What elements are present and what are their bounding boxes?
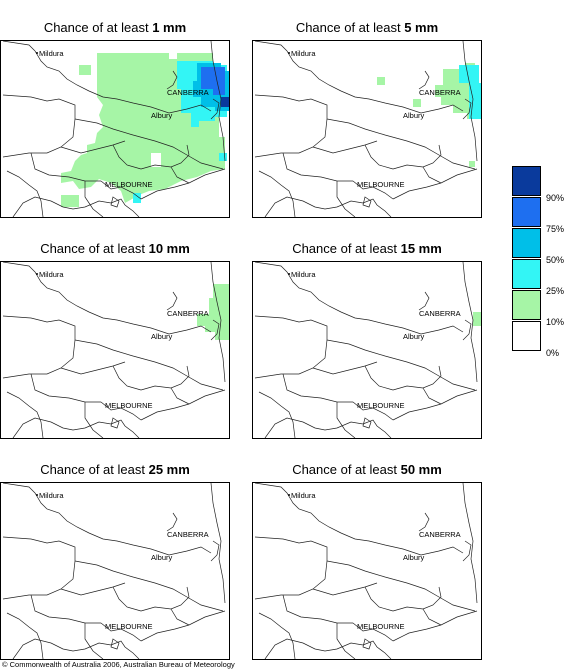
map-boundaries xyxy=(254,262,478,438)
label-melbourne: MELBOURNE xyxy=(357,622,405,631)
map-svg: Mildura CANBERRA Albury MELBOURNE xyxy=(2,41,229,217)
legend-label-90: 90% xyxy=(546,193,565,203)
map-boundaries xyxy=(2,262,226,438)
legend-swatch-10 xyxy=(512,290,541,320)
legend-swatch-0 xyxy=(512,321,541,351)
map-10mm: Mildura CANBERRA Albury MELBOURNE xyxy=(0,261,230,439)
legend-swatch-25 xyxy=(512,259,541,289)
label-melbourne: MELBOURNE xyxy=(357,401,405,410)
legend-label-25: 25% xyxy=(546,286,565,296)
label-melbourne: MELBOURNE xyxy=(105,401,153,410)
map-svg: Mildura CANBERRA Albury MELBOURNE xyxy=(254,262,481,438)
map-boundaries xyxy=(2,483,226,659)
map-boundaries xyxy=(2,41,226,217)
label-canberra: CANBERRA xyxy=(419,530,461,539)
map-25mm: Mildura CANBERRA Albury MELBOURNE xyxy=(0,482,230,660)
legend-swatch-50 xyxy=(512,228,541,258)
label-albury: Albury xyxy=(151,553,173,562)
panel-title: Chance of at least 1 mm xyxy=(43,20,187,35)
panel-title: Chance of at least 15 mm xyxy=(292,241,442,256)
probability-overlay xyxy=(61,53,229,207)
label-mildura: Mildura xyxy=(39,270,64,279)
label-albury: Albury xyxy=(403,332,425,341)
legend-swatch-75 xyxy=(512,197,541,227)
map-50mm: Mildura CANBERRA Albury MELBOURNE xyxy=(252,482,482,660)
probability-overlay xyxy=(473,312,481,326)
map-labels: Mildura CANBERRA Albury MELBOURNE xyxy=(288,49,461,189)
panel-title: Chance of at least 5 mm xyxy=(295,20,439,35)
map-labels: Mildura CANBERRA Albury MELBOURNE xyxy=(36,491,209,631)
label-albury: Albury xyxy=(403,111,425,120)
label-melbourne: MELBOURNE xyxy=(105,180,153,189)
map-svg: Mildura CANBERRA Albury MELBOURNE xyxy=(2,483,226,659)
map-labels: Mildura CANBERRA Albury MELBOURNE xyxy=(36,270,209,410)
label-albury: Albury xyxy=(151,111,173,120)
panel-title: Chance of at least 25 mm xyxy=(40,462,190,477)
label-mildura: Mildura xyxy=(291,49,316,58)
label-melbourne: MELBOURNE xyxy=(105,622,153,631)
map-boundaries xyxy=(254,41,478,217)
label-canberra: CANBERRA xyxy=(167,88,209,97)
map-labels: Mildura CANBERRA Albury MELBOURNE xyxy=(288,270,461,410)
map-svg: Mildura CANBERRA Albury MELBOURNE xyxy=(254,483,478,659)
legend-label-75: 75% xyxy=(546,224,565,234)
label-melbourne: MELBOURNE xyxy=(357,180,405,189)
map-labels: Mildura CANBERRA Albury MELBOURNE xyxy=(36,49,209,189)
map-svg: Mildura CANBERRA Albury MELBOURNE xyxy=(2,262,229,438)
label-mildura: Mildura xyxy=(39,491,64,500)
panel-title: Chance of at least 10 mm xyxy=(40,241,190,256)
legend-label-10: 10% xyxy=(546,317,565,327)
label-canberra: CANBERRA xyxy=(167,530,209,539)
map-boundaries xyxy=(254,483,478,659)
legend-swatch-90 xyxy=(512,166,541,196)
legend-label-50: 50% xyxy=(546,255,565,265)
panel-title: Chance of at least 50 mm xyxy=(292,462,442,477)
map-labels: Mildura CANBERRA Albury MELBOURNE xyxy=(288,491,461,631)
label-albury: Albury xyxy=(151,332,173,341)
map-svg: Mildura CANBERRA Albury MELBOURNE xyxy=(254,41,481,217)
label-albury: Albury xyxy=(403,553,425,562)
probability-overlay xyxy=(197,284,229,340)
map-1mm: Mildura CANBERRA Albury MELBOURNE xyxy=(0,40,230,218)
map-5mm: Mildura CANBERRA Albury MELBOURNE xyxy=(252,40,482,218)
legend-label-0: 0% xyxy=(546,348,560,358)
label-canberra: CANBERRA xyxy=(419,309,461,318)
label-canberra: CANBERRA xyxy=(167,309,209,318)
map-15mm: Mildura CANBERRA Albury MELBOURNE xyxy=(252,261,482,439)
label-canberra: CANBERRA xyxy=(419,88,461,97)
copyright-notice: © Commonwealth of Australia 2006, Austra… xyxy=(2,660,235,669)
label-mildura: Mildura xyxy=(291,270,316,279)
label-mildura: Mildura xyxy=(291,491,316,500)
label-mildura: Mildura xyxy=(39,49,64,58)
probability-overlay xyxy=(377,63,481,167)
